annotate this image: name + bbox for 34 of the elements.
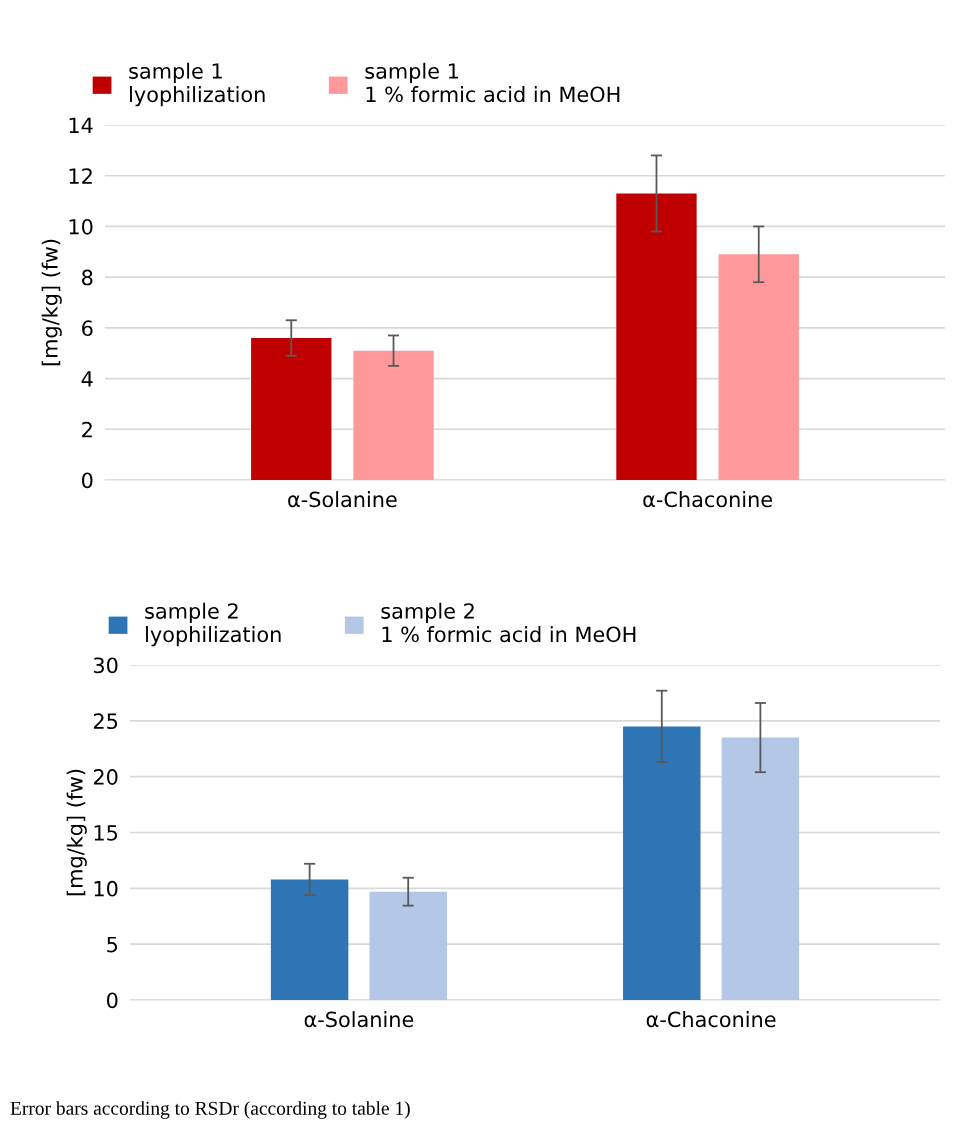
- y-axis-title: [mg/kg] (fw): [41, 239, 62, 366]
- y-tick-label: 10: [94, 880, 118, 897]
- y-tick-label: 0: [82, 472, 93, 489]
- y-tick-label: 20: [93, 769, 118, 785]
- bar: [251, 338, 332, 480]
- y-tick-label: 2: [82, 421, 92, 438]
- legend-label: sample 1 1 % formic acid in MeOH: [365, 62, 620, 103]
- legend-label: sample 2 1 % formic acid in MeOH: [381, 602, 636, 643]
- x-tick-label: α-Solanine: [304, 1011, 414, 1028]
- y-tick-label: 12: [69, 168, 92, 184]
- text: Error bars according to RSDr (according to table 1): [10, 1101, 410, 1119]
- y-tick-label: 10: [69, 218, 93, 235]
- x-tick-label: α-Chaconine: [643, 491, 772, 508]
- y-tick-label: 0: [107, 992, 118, 1009]
- y-tick-label: 15: [94, 825, 118, 841]
- legend-label: sample 2 lyophilization: [145, 602, 281, 647]
- y-tick-label: 25: [93, 713, 118, 730]
- x-tick-label: α-Solanine: [288, 491, 397, 508]
- bar: [353, 350, 434, 480]
- y-tick-label: 6: [82, 320, 93, 337]
- y-tick-label: 30: [93, 657, 118, 674]
- legend-label: sample 1 lyophilization: [129, 62, 265, 107]
- y-axis-title: [mg/kg] (fw): [66, 769, 87, 896]
- bar: [270, 879, 349, 1000]
- y-tick-label: 5: [107, 936, 118, 953]
- bar: [616, 193, 697, 480]
- bar: [369, 891, 447, 1000]
- bar: [623, 726, 701, 1000]
- y-tick-label: 4: [81, 371, 93, 387]
- y-tick-label: 14: [69, 117, 93, 133]
- bar: [718, 254, 799, 480]
- y-tick-label: 8: [82, 269, 93, 286]
- bar: [721, 737, 800, 1000]
- x-tick-label: α-Chaconine: [646, 1011, 776, 1028]
